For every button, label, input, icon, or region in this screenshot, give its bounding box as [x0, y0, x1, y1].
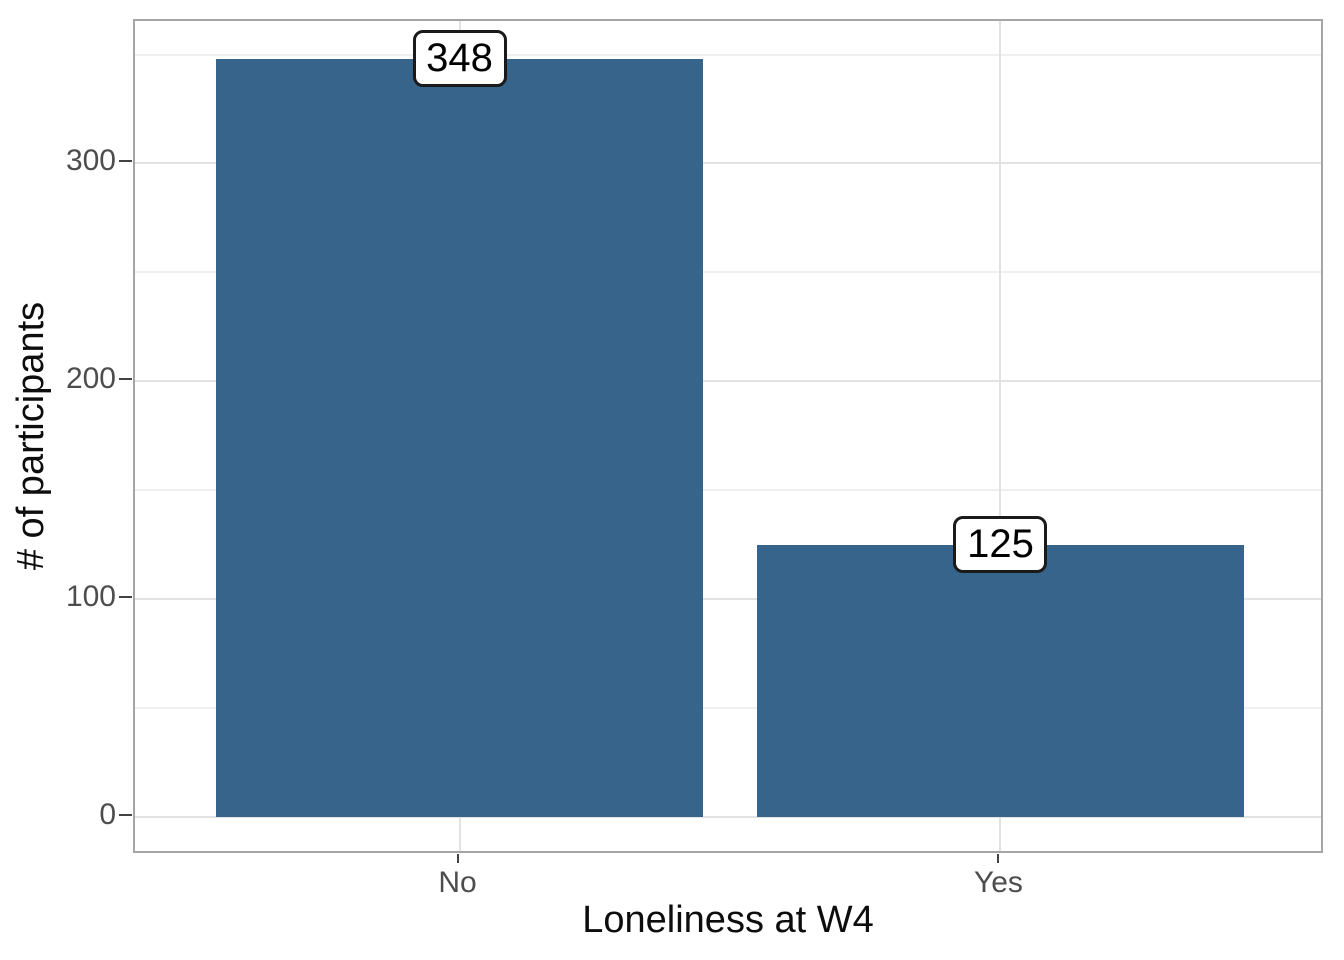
bar-yes: [757, 544, 1244, 818]
plot-panel: 348 125: [133, 19, 1323, 853]
y-gridline-minor: [135, 271, 1321, 274]
y-gridline-minor: [135, 53, 1321, 56]
y-tick-label: 300: [65, 144, 116, 178]
y-tick-label: 0: [99, 798, 116, 832]
y-tick-label: 200: [65, 362, 116, 396]
x-tick-label-yes: Yes: [973, 866, 1023, 899]
y-tick-mark: [119, 596, 132, 599]
y-gridline-major: [135, 598, 1321, 601]
x-axis-title: Loneliness at W4: [582, 899, 874, 941]
x-tick-mark: [997, 854, 1000, 863]
x-tick-label-no: No: [438, 866, 477, 899]
y-gridline-minor: [135, 489, 1321, 492]
y-gridline-minor: [135, 707, 1321, 710]
bar-value-label-box: 125: [953, 516, 1048, 574]
bar-value-label-box: 348: [412, 30, 507, 88]
bar-value-label: 125: [967, 522, 1034, 567]
bar-value-label: 348: [426, 36, 493, 81]
y-axis-title: # of participants: [10, 301, 52, 571]
bar-no: [216, 58, 703, 818]
y-tick-mark: [119, 378, 132, 381]
y-tick-mark: [119, 160, 132, 163]
y-tick-label: 100: [65, 580, 116, 614]
y-tick-mark: [119, 814, 132, 817]
x-tick-mark: [456, 854, 459, 863]
y-gridline-major: [135, 380, 1321, 383]
y-gridline-major: [135, 816, 1321, 819]
x-gridline-major: [999, 21, 1002, 851]
y-gridline-major: [135, 162, 1321, 165]
